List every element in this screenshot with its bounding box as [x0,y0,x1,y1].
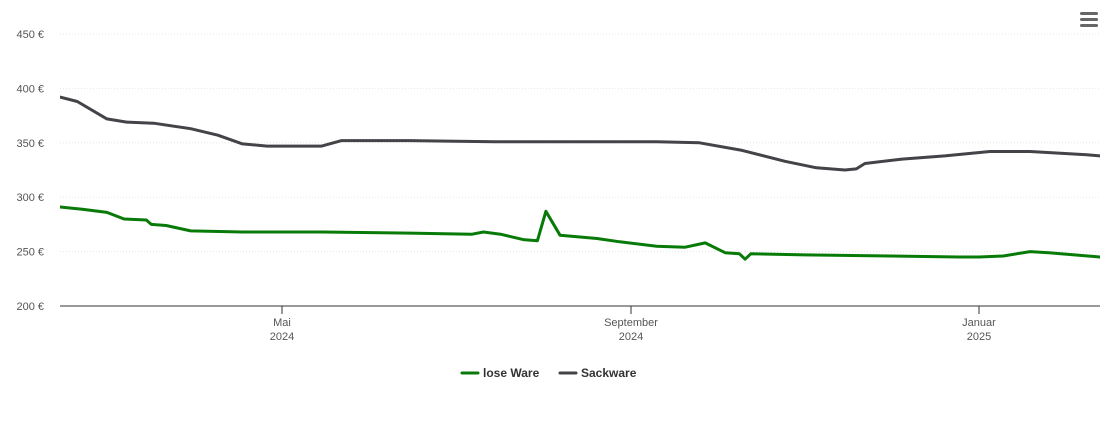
x-tick-year-label: 2024 [619,331,643,343]
x-tick-year-label: 2025 [967,331,991,343]
legend-label: lose Ware [483,366,540,380]
y-tick-label: 400 € [16,83,44,95]
series-line-lose-ware [60,205,1100,261]
y-tick-label: 250 € [16,247,44,259]
y-tick-label: 450 € [16,29,44,41]
series-line-sackware [60,95,1100,172]
legend: lose Ware Sackware [460,366,637,380]
y-tick-label: 300 € [16,192,44,204]
y-axis-ticks: 200 € 250 € 300 € 350 € 400 € 450 € [16,29,44,313]
legend-item[interactable]: lose Ware [460,366,540,380]
x-tick-month-label: Mai [273,317,291,329]
x-axis: Mai 2024 September 2024 Januar 2025 [60,305,1100,343]
x-tick-year-label: 2024 [270,331,294,343]
x-tick-month-label: Januar [962,317,996,329]
hamburger-menu-icon[interactable] [1078,12,1100,32]
x-tick-month-label: September [604,317,658,329]
y-tick-label: 350 € [16,138,44,150]
y-tick-label: 200 € [16,301,44,313]
legend-label: Sackware [581,366,637,380]
legend-item[interactable]: Sackware [558,366,637,380]
series-lines [60,95,1100,261]
